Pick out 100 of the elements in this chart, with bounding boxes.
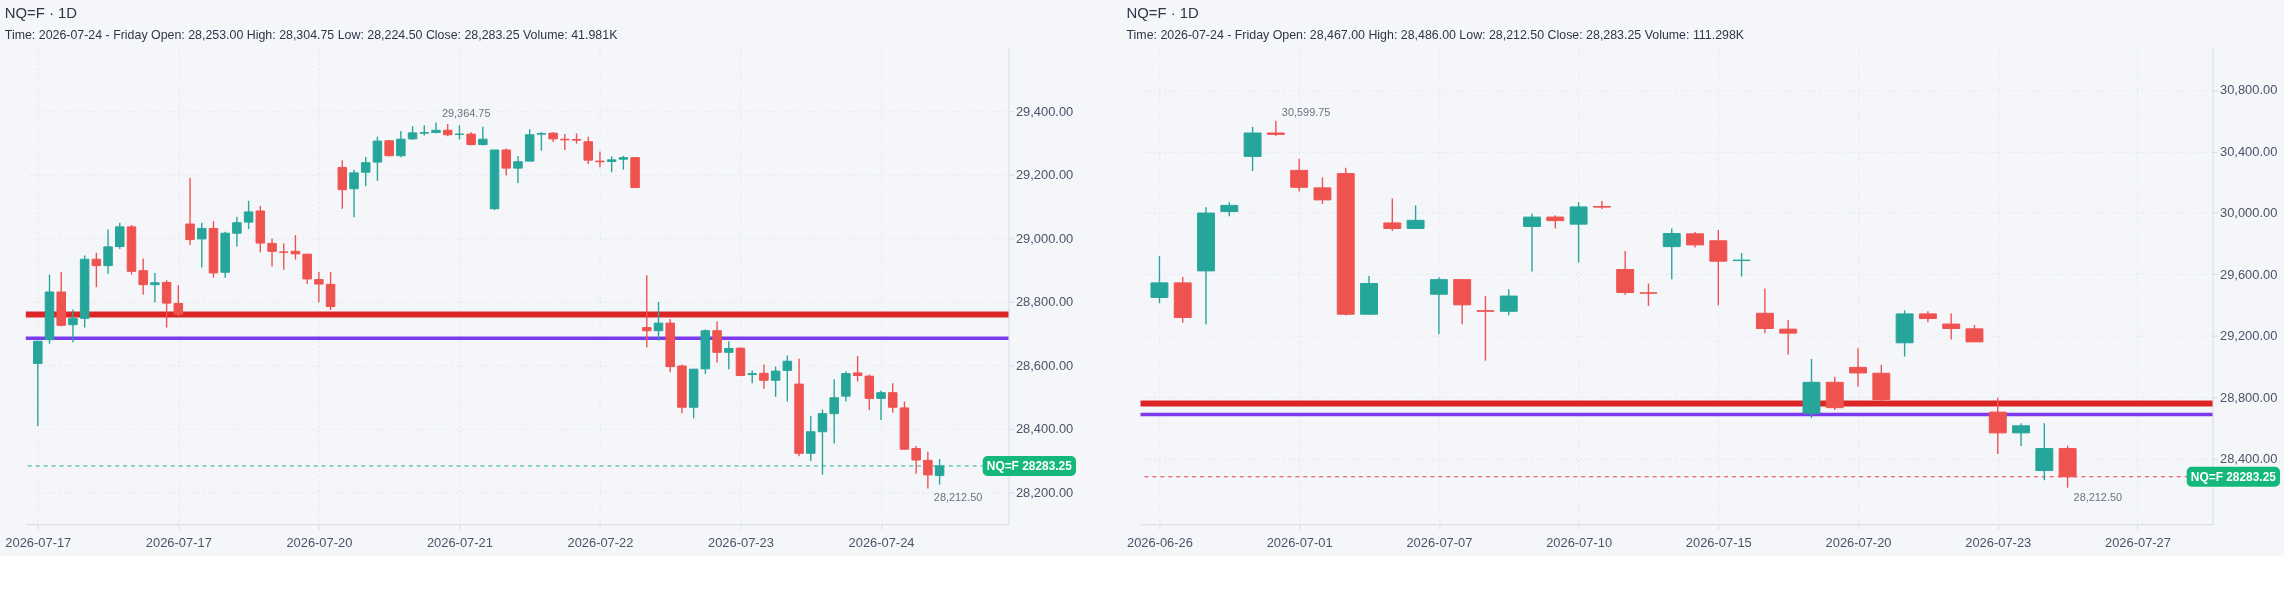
candlestick (1639, 282, 1658, 307)
y-tick-label: 28,400.00 (2219, 451, 2278, 467)
candlestick (1755, 287, 1774, 334)
candlestick (1942, 312, 1961, 341)
candlestick (431, 121, 441, 134)
y-tick-label: 28,200.00 (1015, 484, 1074, 500)
candlestick (1406, 204, 1425, 230)
x-tick-label: 2026-07-07 (1406, 535, 1473, 551)
candlestick (278, 242, 289, 271)
candlestick (290, 234, 301, 261)
x-tick-label: 2026-07-24 (848, 535, 915, 551)
candlestick (1383, 197, 1402, 232)
candlestick (1709, 229, 1728, 307)
candlestick (1429, 276, 1448, 336)
candlestick (243, 200, 254, 230)
candlestick (501, 147, 512, 177)
y-tick-label: 29,200.00 (2219, 328, 2278, 344)
candlestick (1290, 157, 1309, 193)
x-tick-label: 2026-07-23 (1965, 535, 2032, 551)
annotation: 28,212.50 (933, 491, 983, 504)
candlestick (642, 274, 652, 349)
candlestick (911, 445, 921, 475)
candlestick (759, 363, 769, 390)
candlestick (325, 271, 336, 311)
x-tick-label: 2026-07-17 (5, 535, 72, 551)
x-tick-label: 2026-07-10 (1546, 535, 1613, 551)
candlestick (583, 135, 593, 165)
candlestick (595, 150, 605, 168)
candlestick (653, 301, 664, 342)
y-tick-label: 29,000.00 (1015, 230, 1074, 246)
candlestick (2035, 422, 2054, 481)
chart-subtitle: Time: 2026-07-24 - Friday Open: 28,253.00 High: 28,304.75 Low: 28,224.50 Close: 28,283.25 Volume: 41.981K (4, 28, 619, 43)
x-tick-label: 2026-07-20 (286, 535, 353, 551)
y-tick-label: 28,800.00 (1015, 294, 1074, 310)
candlestick (1499, 288, 1518, 316)
y-tick-label: 28,400.00 (1015, 421, 1074, 437)
candlestick (1988, 397, 2007, 455)
candlestick (513, 155, 523, 184)
candlestick (1266, 120, 1285, 137)
x-tick-label: 2026-07-15 (1685, 535, 1752, 551)
x-tick-label: 2026-07-17 (145, 535, 212, 551)
candlestick (1732, 252, 1751, 278)
candlestick (33, 340, 43, 427)
candlestick (841, 370, 851, 403)
candlestick (103, 228, 113, 275)
x-tick-label: 2026-07-23 (708, 535, 774, 551)
candlestick (1616, 250, 1635, 296)
ref-line-label: NQ=F 28283.25 (986, 458, 1073, 473)
y-tick-label: 29,400.00 (1015, 103, 1074, 119)
candlestick (337, 159, 348, 210)
x-tick-label: 2026-07-21 (426, 535, 493, 551)
candlestick (185, 176, 195, 246)
candlestick (2012, 422, 2031, 447)
x-tick-label: 2026-07-27 (2105, 535, 2171, 551)
y-tick-label: 30,400.00 (2219, 143, 2278, 159)
annotation: 28,212.50 (2073, 490, 2123, 503)
candlestick (806, 415, 816, 462)
candlestick (115, 222, 125, 250)
x-tick-label: 2026-06-26 (1126, 535, 1193, 551)
candlestick (372, 135, 383, 182)
candlestick (91, 252, 102, 288)
candlestick (232, 216, 242, 248)
y-tick-label: 29,200.00 (1015, 167, 1074, 183)
candlestick (360, 156, 371, 187)
candlestick (1779, 319, 1798, 356)
candlestick (1523, 213, 1541, 273)
candlestick (267, 237, 277, 268)
candlestick (197, 222, 207, 269)
candlestick (349, 168, 359, 219)
candlestick (1849, 347, 1867, 388)
candlestick (1313, 176, 1332, 205)
chart-subtitle: Time: 2026-07-24 - Friday Open: 28,467.00 High: 28,486.00 Low: 28,212.50 Close: 28,283.25 Volume: 111.298K (1126, 28, 1745, 43)
candlestick (1569, 201, 1588, 264)
y-tick-label: 28,800.00 (2219, 389, 2278, 405)
candlestick (724, 340, 734, 370)
candlestick (923, 451, 933, 490)
candlestick (1243, 126, 1262, 172)
y-tick-label: 28,600.00 (1015, 357, 1074, 373)
annotation: 29,364.75 (441, 107, 491, 120)
y-tick-label: 30,800.00 (2219, 82, 2278, 98)
x-tick-label: 2026-07-20 (1825, 535, 1892, 551)
candlestick (1150, 255, 1169, 305)
candlestick (887, 382, 898, 414)
candlestick (1476, 295, 1495, 362)
candlestick (150, 272, 160, 303)
candlestick (876, 389, 886, 421)
candlestick (712, 320, 722, 364)
y-tick-label: 30,000.00 (2219, 205, 2278, 221)
candlestick (829, 378, 839, 445)
ref-line-label: NQ=F 28283.25 (2190, 469, 2277, 484)
candlestick (138, 257, 148, 296)
x-tick-label: 2026-07-22 (567, 535, 634, 551)
annotation: 30,599.75 (1281, 105, 1331, 118)
candlestick (396, 130, 406, 158)
x-tick-label: 2026-07-01 (1266, 535, 1333, 551)
chart-title: NQ=F · 1D (4, 5, 78, 22)
candlestick (1662, 227, 1681, 281)
y-tick-label: 29,600.00 (2219, 266, 2278, 282)
candlestick (1592, 200, 1611, 210)
candlestick (68, 308, 78, 343)
